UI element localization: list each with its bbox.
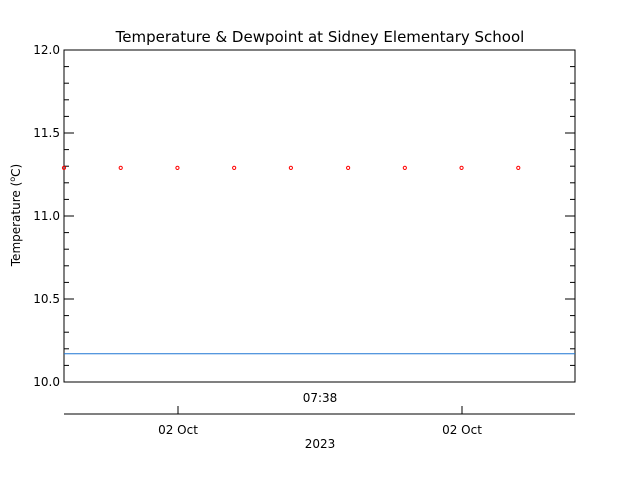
temperature-point (346, 165, 351, 170)
y-tick-label: 12.0 (33, 43, 60, 57)
temperature-point (175, 165, 180, 170)
y-axis-label-unit: C) (9, 164, 23, 177)
y-tick-label: 11.0 (33, 209, 60, 223)
date-label: 02 Oct (442, 423, 482, 437)
date-label: 02 Oct (158, 423, 198, 437)
plot-area (63, 49, 576, 383)
svg-text:Temperature (oC): Temperature (oC) (8, 164, 23, 267)
y-tick-label: 11.5 (33, 126, 60, 140)
temperature-point (459, 165, 464, 170)
y-tick-label: 10.0 (33, 375, 60, 389)
temperature-point (232, 165, 237, 170)
temperature-point (118, 165, 123, 170)
y-axis-label-main: Temperature ( (9, 182, 23, 268)
temperature-point (402, 165, 407, 170)
series-layer (61, 165, 575, 355)
year-label: 2023 (305, 437, 336, 451)
temperature-point (61, 165, 67, 170)
y-tick-label: 10.5 (33, 292, 60, 306)
degree-symbol: o (8, 177, 17, 182)
chart-title: Temperature & Dewpoint at Sidney Element… (115, 28, 525, 46)
y-axis-ticks: 10.0 10.5 11.0 11.5 12.0 (33, 43, 575, 389)
y-axis-label: Temperature (oC) (8, 164, 23, 267)
temperature-point (288, 165, 293, 170)
time-label: 07:38 (303, 391, 338, 405)
temperature-point (516, 165, 521, 170)
